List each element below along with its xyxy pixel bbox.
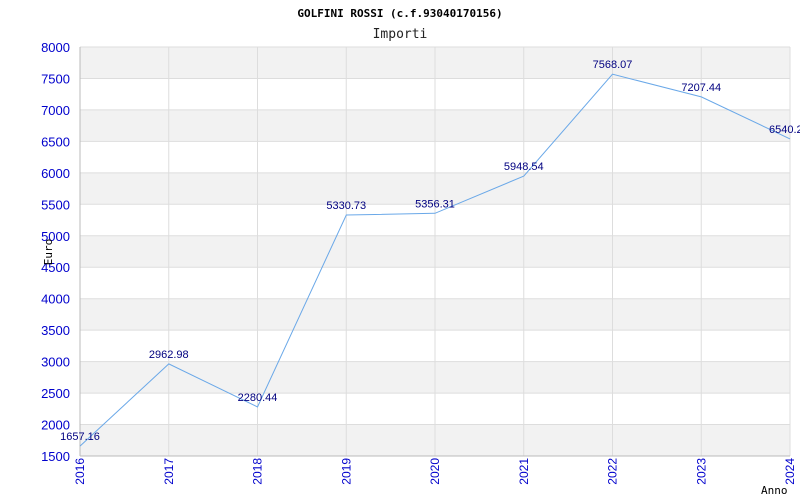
y-tick-label: 8000: [41, 40, 70, 55]
y-tick-labels: 1500 2000 2500 3000 3500 4000 4500 5000 5500 6000…: [41, 40, 70, 464]
x-tick-label: 2022: [606, 458, 620, 485]
x-tick-label: 2016: [73, 458, 87, 485]
data-label: 5948.54: [504, 161, 544, 173]
x-tick-label: 2020: [428, 458, 442, 485]
data-label: 6540.2: [769, 124, 800, 136]
x-tick-labels: 2016 2017 2018 2019 2020 2021 2022 2023 2024: [73, 458, 797, 485]
y-tick-label: 7500: [41, 71, 70, 86]
x-tick-label: 2018: [251, 458, 265, 485]
y-tick-label: 1500: [41, 449, 70, 464]
y-tick-label: 7000: [41, 103, 70, 118]
data-label-group: 1657.16 2962.98 2280.44 5330.73 5356.31 5948.…: [60, 59, 800, 443]
grid-lines: [79, 46, 791, 457]
y-tick-label: 6000: [41, 166, 70, 181]
y-tick-label: 2000: [41, 418, 70, 433]
y-tick-label: 5500: [41, 197, 70, 212]
chart-title: GOLFINI ROSSI (c.f.93040170156): [297, 7, 502, 20]
x-tick-label: 2024: [783, 458, 797, 485]
data-label: 7568.07: [593, 59, 633, 71]
x-tick-label: 2017: [162, 458, 176, 485]
series-line-group: [79, 73, 791, 447]
x-axis-label: Anno: [761, 484, 788, 497]
y-tick-label: 3000: [41, 355, 70, 370]
y-tick-label: 2500: [41, 386, 70, 401]
data-label: 5330.73: [326, 200, 366, 212]
x-tick-label: 2023: [694, 458, 708, 485]
x-tick-label: 2019: [339, 458, 353, 485]
y-tick-label: 3500: [41, 323, 70, 338]
chart-subtitle: Importi: [373, 27, 428, 42]
data-label: 2280.44: [238, 392, 278, 404]
y-tick-label: 6500: [41, 134, 70, 149]
series-line: [79, 73, 791, 447]
x-tick-label: 2021: [517, 458, 531, 485]
y-tick-label: 4000: [41, 292, 70, 307]
axes: [79, 47, 790, 457]
y-axis-label: Euro: [42, 239, 55, 266]
data-label: 1657.16: [60, 431, 100, 443]
y-tick-label: 4500: [41, 260, 70, 275]
data-label: 7207.44: [681, 82, 721, 94]
data-label: 2962.98: [149, 349, 189, 361]
data-label: 5356.31: [415, 198, 455, 210]
y-tick-label: 5000: [41, 229, 70, 244]
